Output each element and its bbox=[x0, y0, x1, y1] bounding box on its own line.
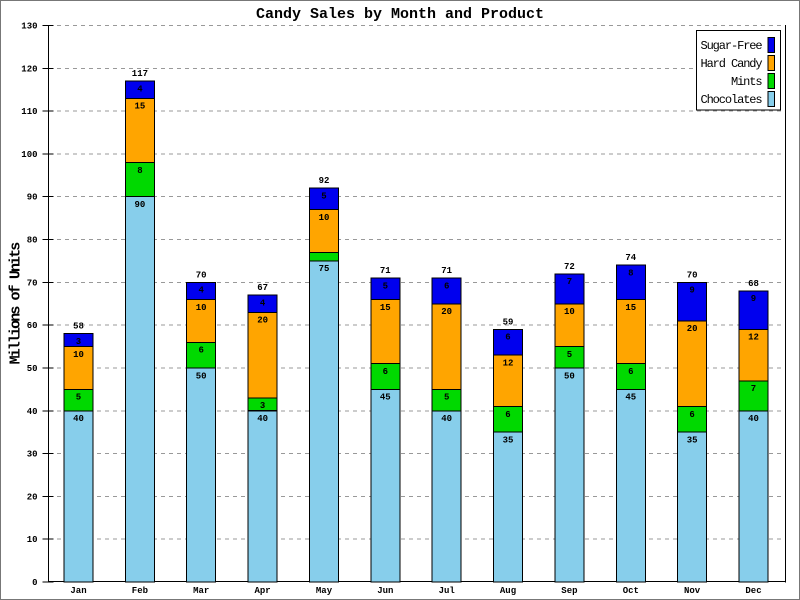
svg-text:10: 10 bbox=[319, 213, 330, 223]
svg-text:70: 70 bbox=[687, 270, 698, 280]
svg-text:3: 3 bbox=[260, 401, 265, 411]
svg-text:59: 59 bbox=[503, 317, 514, 327]
svg-text:70: 70 bbox=[196, 270, 207, 280]
svg-text:May: May bbox=[316, 586, 333, 596]
svg-text:100: 100 bbox=[21, 150, 37, 160]
svg-text:130: 130 bbox=[21, 22, 37, 32]
svg-text:10: 10 bbox=[564, 307, 575, 317]
svg-text:0: 0 bbox=[32, 578, 37, 588]
svg-text:12: 12 bbox=[748, 333, 759, 343]
svg-text:120: 120 bbox=[21, 64, 37, 74]
svg-text:117: 117 bbox=[132, 69, 148, 79]
svg-text:6: 6 bbox=[628, 367, 633, 377]
svg-text:8: 8 bbox=[628, 269, 633, 279]
svg-text:70: 70 bbox=[27, 278, 38, 288]
svg-text:Oct: Oct bbox=[623, 586, 639, 596]
svg-text:5: 5 bbox=[76, 393, 81, 403]
svg-text:71: 71 bbox=[380, 266, 391, 276]
svg-text:Feb: Feb bbox=[132, 586, 148, 596]
svg-text:7: 7 bbox=[751, 384, 756, 394]
svg-text:Candy Sales by Month and Produ: Candy Sales by Month and Product bbox=[256, 6, 544, 23]
svg-text:8: 8 bbox=[137, 166, 142, 176]
svg-text:10: 10 bbox=[196, 303, 207, 313]
svg-text:10: 10 bbox=[73, 350, 84, 360]
svg-text:40: 40 bbox=[441, 414, 452, 424]
svg-text:45: 45 bbox=[625, 393, 636, 403]
svg-text:30: 30 bbox=[27, 450, 38, 460]
svg-text:20: 20 bbox=[441, 307, 452, 317]
svg-text:45: 45 bbox=[380, 393, 391, 403]
svg-text:Mar: Mar bbox=[193, 586, 209, 596]
svg-text:Chocolates: Chocolates bbox=[700, 93, 762, 107]
svg-text:Apr: Apr bbox=[254, 586, 270, 596]
svg-text:Mints: Mints bbox=[731, 75, 762, 89]
svg-text:5: 5 bbox=[444, 393, 449, 403]
svg-text:5: 5 bbox=[383, 281, 388, 291]
svg-text:7: 7 bbox=[567, 277, 572, 287]
svg-text:Sugar-Free: Sugar-Free bbox=[700, 39, 762, 53]
svg-text:5: 5 bbox=[567, 350, 572, 360]
svg-text:40: 40 bbox=[73, 414, 84, 424]
svg-text:9: 9 bbox=[751, 294, 756, 304]
svg-text:10: 10 bbox=[27, 535, 38, 545]
svg-text:74: 74 bbox=[625, 253, 636, 263]
svg-text:Millions of Units: Millions of Units bbox=[8, 242, 25, 365]
svg-text:92: 92 bbox=[319, 176, 330, 186]
svg-text:6: 6 bbox=[444, 281, 449, 291]
svg-text:3: 3 bbox=[76, 337, 81, 347]
svg-text:40: 40 bbox=[257, 414, 268, 424]
svg-text:15: 15 bbox=[625, 303, 636, 313]
svg-text:60: 60 bbox=[27, 321, 38, 331]
svg-text:80: 80 bbox=[27, 236, 38, 246]
svg-text:90: 90 bbox=[134, 200, 145, 210]
svg-text:20: 20 bbox=[687, 324, 698, 334]
svg-text:4: 4 bbox=[137, 85, 143, 95]
svg-text:Aug: Aug bbox=[500, 586, 516, 596]
svg-text:67: 67 bbox=[257, 283, 268, 293]
svg-text:110: 110 bbox=[21, 107, 37, 117]
svg-text:20: 20 bbox=[27, 492, 38, 502]
svg-text:4: 4 bbox=[260, 299, 266, 309]
svg-text:6: 6 bbox=[383, 367, 388, 377]
svg-text:50: 50 bbox=[196, 371, 207, 381]
svg-text:6: 6 bbox=[505, 410, 510, 420]
svg-text:50: 50 bbox=[564, 371, 575, 381]
svg-text:35: 35 bbox=[687, 436, 698, 446]
svg-text:90: 90 bbox=[27, 193, 38, 203]
svg-text:6: 6 bbox=[198, 346, 203, 356]
svg-text:40: 40 bbox=[27, 407, 38, 417]
svg-text:15: 15 bbox=[134, 102, 145, 112]
svg-text:4: 4 bbox=[198, 286, 204, 296]
svg-text:Hard Candy: Hard Candy bbox=[700, 57, 762, 71]
svg-text:75: 75 bbox=[319, 264, 330, 274]
svg-text:Nov: Nov bbox=[684, 586, 701, 596]
svg-text:6: 6 bbox=[689, 410, 694, 420]
svg-text:20: 20 bbox=[257, 316, 268, 326]
svg-text:15: 15 bbox=[380, 303, 391, 313]
svg-text:71: 71 bbox=[441, 266, 452, 276]
svg-text:40: 40 bbox=[748, 414, 759, 424]
svg-text:35: 35 bbox=[503, 436, 514, 446]
svg-text:Jul: Jul bbox=[439, 586, 456, 596]
svg-text:50: 50 bbox=[27, 364, 38, 374]
svg-text:6: 6 bbox=[505, 333, 510, 343]
svg-text:Jan: Jan bbox=[70, 586, 86, 596]
svg-text:Dec: Dec bbox=[745, 586, 761, 596]
svg-text:68: 68 bbox=[748, 279, 759, 289]
svg-text:12: 12 bbox=[503, 358, 514, 368]
svg-text:5: 5 bbox=[321, 192, 326, 202]
svg-text:58: 58 bbox=[73, 322, 84, 332]
svg-text:Sep: Sep bbox=[561, 586, 577, 596]
svg-text:72: 72 bbox=[564, 262, 575, 272]
svg-text:Jun: Jun bbox=[377, 586, 393, 596]
svg-text:9: 9 bbox=[689, 286, 694, 296]
